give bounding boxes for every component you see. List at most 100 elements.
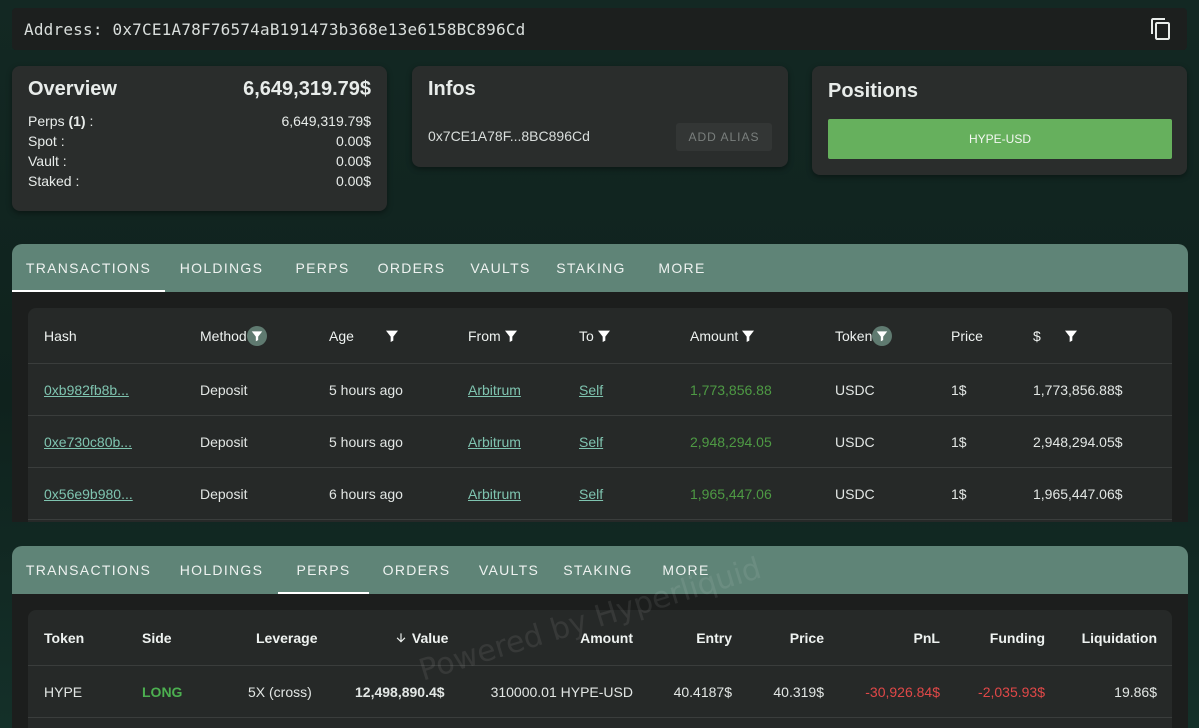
header-method: Method [200, 325, 267, 346]
address-label: Address: [24, 19, 103, 39]
tx-hash-link[interactable]: 0x56e9b980... [44, 485, 133, 502]
header-side: Side [142, 629, 172, 646]
tab-perps[interactable]: PERPS [295, 260, 350, 276]
tab-vaults[interactable]: VAULTS [478, 562, 540, 578]
tab-transactions[interactable]: TRANSACTIONS [25, 562, 152, 578]
table-header: Token Side Leverage Value Amount Entry P… [28, 610, 1172, 666]
perp-entry: 40.4187$ [673, 683, 732, 700]
header-amount: Amount [580, 629, 633, 646]
infos-card: Infos 0x7CE1A78F...8BC896Cd ADD ALIAS [412, 66, 788, 167]
tab-more[interactable]: MORE [658, 260, 706, 276]
overview-row-perps: Perps (1) : 6,649,319.79$ [28, 111, 371, 131]
table-row: 0x56e9b980... Deposit 6 hours ago Arbitr… [28, 468, 1172, 520]
address-value: 0x7CE1A78F76574aB191473b368e13e6158BC896… [112, 19, 526, 39]
tx-price: 1$ [951, 485, 967, 502]
tab-more[interactable]: MORE [662, 562, 710, 578]
position-button-hype-usd[interactable]: HYPE-USD [828, 119, 1172, 159]
header-entry: Entry [696, 629, 732, 646]
perp-token: HYPE [44, 683, 83, 700]
overview-row-staked: Staked : 0.00$ [28, 171, 371, 191]
tab-perps[interactable]: PERPS [278, 546, 369, 594]
tab-bar: TRANSACTIONS HOLDINGS PERPS ORDERS VAULT… [12, 546, 1188, 594]
tx-method: Deposit [200, 433, 248, 450]
infos-title: Infos [428, 78, 476, 100]
perp-funding: -2,035.93$ [978, 683, 1045, 700]
tx-from-link[interactable]: Arbitrum [468, 381, 521, 398]
header-token: Token [44, 629, 85, 646]
header-from: From [468, 328, 519, 344]
tx-to-link[interactable]: Self [579, 485, 604, 502]
tx-amount: 2,948,294.05 [690, 433, 772, 450]
tab-staking[interactable]: STAKING [563, 562, 633, 578]
tab-orders[interactable]: ORDERS [382, 562, 451, 578]
tab-holdings[interactable]: HOLDINGS [179, 260, 264, 276]
tx-usd: 1,773,856.88$ [1033, 381, 1123, 398]
filter-icon[interactable] [503, 328, 519, 344]
tx-hash-link[interactable]: 0xe730c80b... [44, 433, 132, 450]
positions-title: Positions [828, 80, 919, 102]
perps-label: Perps [28, 113, 65, 129]
tx-hash-link[interactable]: 0xb982fb8b... [44, 381, 129, 398]
header-usd-label: $ [1033, 327, 1041, 344]
tx-age: 5 hours ago [329, 381, 403, 398]
filter-icon[interactable] [1063, 328, 1079, 344]
overview-card: Overview 6,649,319.79$ Perps (1) : 6,649… [12, 66, 387, 211]
tx-price: 1$ [951, 433, 967, 450]
tx-age: 5 hours ago [329, 433, 403, 450]
tx-from-link[interactable]: Arbitrum [468, 485, 521, 502]
header-to-label: To [579, 327, 594, 344]
header-liquidation: Liquidation [1081, 629, 1157, 646]
tab-vaults[interactable]: VAULTS [470, 260, 531, 276]
tx-method: Deposit [200, 485, 248, 502]
tx-amount: 1,773,856.88 [690, 381, 772, 398]
perp-amount: 310000.01 HYPE-USD [490, 683, 633, 700]
table-row: HYPE LONG 5X (cross) 12,498,890.4$ 31000… [28, 666, 1172, 718]
positions-card: Positions HYPE-USD [812, 66, 1187, 175]
table-row: 0xb982fb8b... Deposit 5 hours ago Arbitr… [28, 364, 1172, 416]
perp-value: 12,498,890.4$ [355, 683, 445, 700]
header-from-label: From [468, 327, 501, 344]
header-token-label: Token [835, 327, 873, 344]
overview-row-spot: Spot : 0.00$ [28, 131, 371, 151]
tab-staking[interactable]: STAKING [556, 260, 626, 276]
header-price: Price [951, 327, 983, 344]
header-value[interactable]: Value [394, 630, 448, 646]
filter-icon[interactable] [872, 325, 893, 346]
filter-icon[interactable] [384, 328, 400, 344]
tab-transactions[interactable]: TRANSACTIONS [12, 244, 165, 292]
staked-label: Staked : [28, 173, 80, 189]
perps-table: Token Side Leverage Value Amount Entry P… [28, 610, 1172, 728]
vault-label: Vault : [28, 153, 67, 169]
arrow-down-icon [396, 632, 406, 643]
tx-token: USDC [835, 485, 875, 502]
filter-icon[interactable] [596, 328, 612, 344]
header-pnl: PnL [913, 629, 940, 646]
overview-row-vault: Vault : 0.00$ [28, 151, 371, 171]
tx-usd: 2,948,294.05$ [1033, 433, 1123, 450]
perp-leverage: 5X (cross) [248, 683, 312, 700]
overview-title: Overview [28, 78, 117, 100]
header-age-label: Age [329, 327, 354, 344]
table-header: Hash Method Age From To Amount Token Pri… [28, 308, 1172, 364]
add-alias-button[interactable]: ADD ALIAS [676, 123, 772, 151]
tab-holdings[interactable]: HOLDINGS [179, 562, 264, 578]
perp-side: LONG [142, 683, 183, 700]
table-row: 0xe730c80b... Deposit 5 hours ago Arbitr… [28, 416, 1172, 468]
header-amount: Amount [690, 328, 756, 344]
filter-icon[interactable] [740, 328, 756, 344]
perp-liquidation: 19.86$ [1114, 683, 1157, 700]
copy-icon[interactable] [1149, 17, 1173, 41]
tab-orders[interactable]: ORDERS [377, 260, 446, 276]
tx-to-link[interactable]: Self [579, 381, 604, 398]
header-to: To [579, 328, 612, 344]
tx-from-link[interactable]: Arbitrum [468, 433, 521, 450]
header-amount-label: Amount [690, 327, 739, 344]
perp-pnl: -30,926.84$ [865, 683, 940, 700]
header-age: Age [329, 328, 400, 344]
header-method-label: Method [200, 327, 247, 344]
tx-age: 6 hours ago [329, 485, 403, 502]
tx-to-link[interactable]: Self [579, 433, 604, 450]
header-funding: Funding [989, 629, 1045, 646]
spot-value: 0.00$ [335, 133, 371, 149]
filter-icon[interactable] [246, 325, 267, 346]
